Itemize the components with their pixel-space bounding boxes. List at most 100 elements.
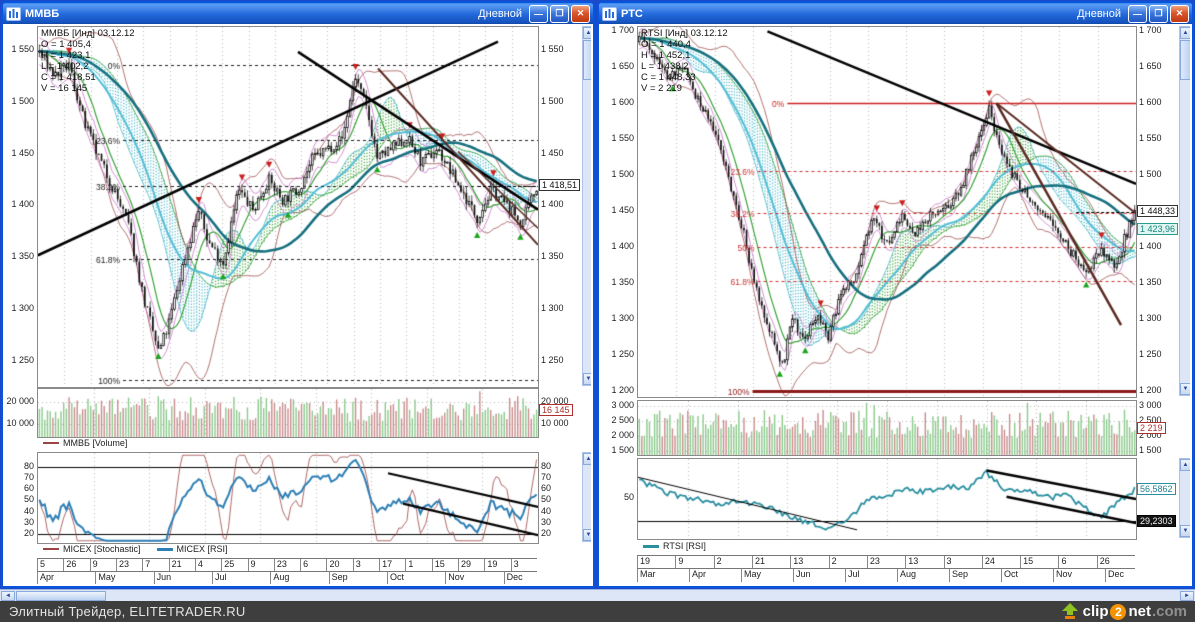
rsi-series-swatch: [156, 547, 173, 551]
highlighted-value-box: 29,2303: [1137, 514, 1176, 527]
y-tick-label: 1 300: [541, 303, 564, 314]
x-day-label: 4: [194, 559, 221, 571]
scroll-thumb[interactable]: [583, 40, 591, 80]
highlighted-value-box: 1 423,96: [1137, 223, 1179, 236]
price-vertical-scrollbar[interactable]: ▲ ▼: [582, 26, 591, 386]
y-tick-label: 80: [541, 460, 552, 471]
y-tick-label: 60: [541, 483, 552, 493]
y-tick-label: 1 300: [1139, 313, 1162, 324]
oscillator-y-axis-left: 50: [601, 458, 636, 538]
chart-window-icon: [602, 6, 617, 21]
rts-rsi-chart[interactable]: [637, 458, 1137, 540]
y-tick-label: 1 500: [11, 95, 34, 106]
logo-com-text: .com: [1151, 603, 1187, 620]
x-month-label: Oct: [1001, 569, 1053, 582]
scroll-left-button[interactable]: ◄: [1, 591, 15, 601]
oscillator-vertical-scrollbar[interactable]: ▲ ▼: [582, 452, 591, 542]
y-tick-label: 1 700: [611, 25, 634, 36]
y-tick-label: 20 000: [541, 396, 569, 407]
x-day-label: 3: [943, 556, 982, 568]
y-tick-label: 1 200: [1139, 385, 1162, 396]
minimize-button[interactable]: —: [1128, 4, 1147, 23]
scroll-up-button[interactable]: ▲: [1180, 27, 1190, 39]
minimize-button[interactable]: —: [529, 4, 548, 23]
window-title: РТС: [621, 7, 643, 20]
x-day-label: 9: [247, 559, 274, 571]
y-tick-label: 1 400: [11, 199, 34, 210]
x-month-label: Dec: [503, 572, 537, 584]
x-day-label: 19: [637, 556, 675, 568]
volume-legend-row: ММВБ [Volume]: [43, 438, 137, 448]
x-day-label: 26: [63, 559, 89, 571]
y-tick-label: 1 400: [611, 241, 634, 252]
restore-button[interactable]: ❐: [1149, 4, 1168, 23]
x-month-label: Jul: [211, 572, 270, 584]
x-day-label: 3: [510, 559, 537, 571]
highlighted-value-box: 1 418,51: [539, 179, 581, 192]
y-tick-label: 1 500: [1139, 444, 1162, 455]
highlighted-value-box: 2 219: [1137, 421, 1166, 434]
x-day-label: 23: [866, 556, 905, 568]
micex-price-chart[interactable]: [37, 26, 539, 388]
rsi-series-label: RTSI [RSI]: [663, 541, 706, 551]
window-title: ММВБ: [25, 7, 60, 20]
y-tick-label: 1 250: [11, 355, 34, 366]
chart-content-micex: 1 550 1 500 1 450 1 400 1 350 1 300 1 250 ММВБ…: [5, 24, 591, 584]
y-tick-label: 2 500: [1139, 414, 1162, 425]
volume-series-label: ММВБ [Volume]: [63, 438, 128, 448]
y-tick-label: 20: [23, 528, 34, 538]
x-day-label: 1: [405, 559, 431, 571]
scroll-up-button[interactable]: ▲: [583, 27, 591, 39]
scroll-down-button[interactable]: ▼: [1180, 383, 1190, 395]
y-tick-label: 1 350: [611, 277, 634, 288]
titlebar-rts[interactable]: РТС Дневной — ❐ ✕: [599, 3, 1192, 24]
scroll-thumb[interactable]: [1180, 40, 1190, 80]
scroll-right-button[interactable]: ►: [1180, 591, 1194, 601]
clip2net-logo: clip 2 net .com: [1061, 603, 1187, 620]
y-tick-label: 1 450: [541, 147, 564, 158]
y-tick-label: 50: [623, 491, 634, 502]
y-tick-label: 20 000: [6, 396, 34, 407]
logo-2-badge: 2: [1110, 603, 1127, 620]
x-month-label: Apr: [689, 569, 741, 582]
scroll-down-button[interactable]: ▼: [583, 529, 591, 541]
titlebar-micex[interactable]: ММВБ Дневной — ❐ ✕: [3, 3, 593, 24]
x-month-label: Sep: [949, 569, 1001, 582]
x-axis-months: Apr May Jun Jul Aug Sep Oct Nov Dec: [37, 571, 537, 584]
restore-button[interactable]: ❐: [550, 4, 569, 23]
y-tick-label: 50: [23, 494, 34, 505]
rts-price-chart[interactable]: [637, 26, 1137, 398]
volume-y-axis-right: 3 000 2 500 2 000 1 500 2 219: [1136, 400, 1179, 455]
x-axis-months: Mar Apr May Jun Jul Aug Sep Oct Nov Dec: [637, 568, 1135, 582]
x-month-label: Nov: [445, 572, 503, 584]
y-tick-label: 1 350: [541, 251, 564, 262]
y-tick-label: 80: [23, 460, 34, 471]
close-button[interactable]: ✕: [571, 4, 590, 23]
scroll-up-button[interactable]: ▲: [1180, 459, 1190, 471]
highlighted-value-box: 16 145: [539, 403, 573, 416]
highlighted-value-box: 1 448,33: [1137, 205, 1179, 218]
highlighted-value-box: 56,5862: [1137, 482, 1176, 495]
price-vertical-scrollbar[interactable]: ▲ ▼: [1179, 26, 1190, 396]
oscillator-y-axis-right: 80 70 60 50 40 30 20: [538, 452, 582, 542]
scroll-down-button[interactable]: ▼: [1180, 525, 1190, 537]
horizontal-scrollbar[interactable]: ◄ ►: [0, 589, 1195, 601]
y-tick-label: 1 300: [11, 303, 34, 314]
oscillator-vertical-scrollbar[interactable]: ▲ ▼: [1179, 458, 1190, 538]
micex-oscillator-chart[interactable]: [37, 452, 539, 544]
scroll-up-button[interactable]: ▲: [583, 453, 591, 465]
micex-volume-chart[interactable]: [37, 388, 539, 438]
rts-volume-chart[interactable]: [637, 400, 1137, 456]
y-tick-label: 2 500: [611, 414, 634, 425]
y-tick-label: 20: [541, 528, 552, 538]
x-day-label: 24: [981, 556, 1020, 568]
y-tick-label: 30: [23, 516, 34, 527]
y-tick-label: 1 600: [611, 97, 634, 108]
price-y-axis-left: 1 550 1 500 1 450 1 400 1 350 1 300 1 250: [5, 26, 36, 386]
rsi-series-label: MICEX [RSI]: [176, 544, 228, 554]
y-tick-label: 1 700: [1139, 25, 1162, 36]
volume-series-swatch: [43, 442, 59, 444]
scroll-down-button[interactable]: ▼: [583, 373, 591, 385]
scroll-thumb[interactable]: [16, 591, 106, 601]
close-button[interactable]: ✕: [1170, 4, 1189, 23]
